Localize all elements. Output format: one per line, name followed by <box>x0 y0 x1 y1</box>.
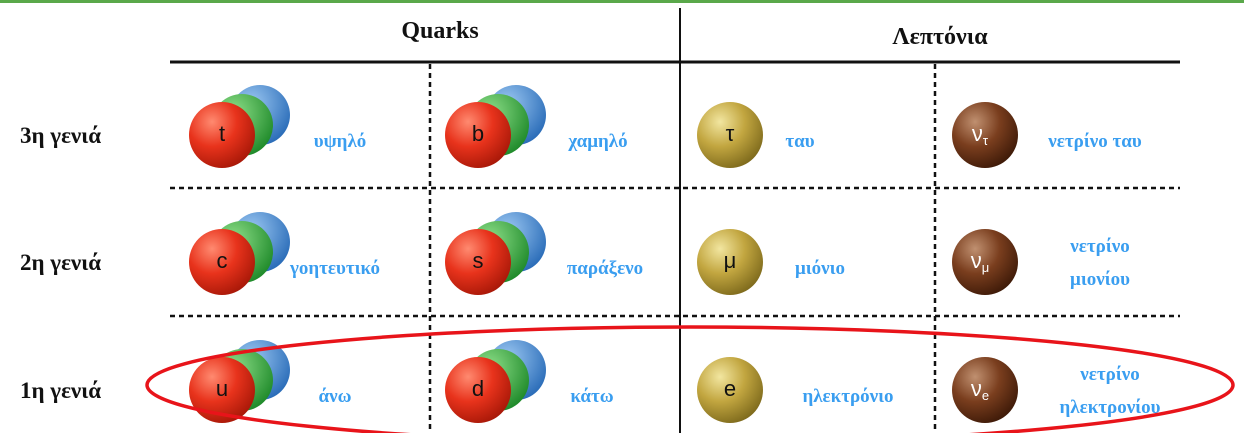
particle-symbol: c <box>217 248 228 273</box>
header: Quarks <box>401 18 478 44</box>
particle-symbol: νe <box>971 376 989 403</box>
particle-symbol: νμ <box>971 248 990 275</box>
symbol: t <box>219 121 225 146</box>
particle-name: χαμηλό <box>567 131 627 152</box>
particle-name: μιονίου <box>1070 269 1130 290</box>
symbol-subscript: e <box>982 388 989 403</box>
particle-symbol: e <box>724 376 736 401</box>
quark-ball <box>445 102 511 168</box>
particle-symbol: t <box>219 121 225 146</box>
symbol: s <box>473 248 484 273</box>
quark-ball <box>189 229 255 295</box>
particle-name: γοητευτικό <box>289 258 380 279</box>
particle-name: μιόνιο <box>795 258 845 279</box>
cells: 3η γενιά t υψηλό b χαμηλό τ ταυ ντ νετρίνο ταυ2η… <box>20 85 1161 423</box>
top-border <box>0 0 1244 3</box>
symbol: τ <box>726 121 735 146</box>
particle-name: υψηλό <box>314 131 367 152</box>
particle-name: ηλεκτρόνιο <box>802 386 893 407</box>
symbol-subscript: τ <box>983 133 989 148</box>
lepton-ball <box>952 229 1018 295</box>
quark-ball <box>189 357 255 423</box>
particle-symbol: u <box>216 376 228 401</box>
particle-symbol: b <box>472 121 484 146</box>
lepton-ball <box>697 229 763 295</box>
quark-ball <box>189 102 255 168</box>
symbol: u <box>216 376 228 401</box>
particle-symbol: τ <box>726 121 735 146</box>
particle-name: ταυ <box>785 131 814 152</box>
particle-name: κάτω <box>570 386 613 407</box>
row-label: 3η γενιά <box>20 123 101 148</box>
particle-name: παράξενο <box>567 258 643 279</box>
lepton-ball <box>952 102 1018 168</box>
quark-ball <box>445 357 511 423</box>
row-label: 2η γενιά <box>20 250 101 275</box>
particle-symbol: s <box>473 248 484 273</box>
lepton-ball <box>952 357 1018 423</box>
particle-symbol: μ <box>724 248 737 273</box>
symbol: c <box>217 248 228 273</box>
symbol: ν <box>972 121 983 146</box>
symbol: e <box>724 376 736 401</box>
row-label: 1η γενιά <box>20 378 101 403</box>
header: Λεπτόνια <box>892 24 988 50</box>
symbol: ν <box>971 376 982 401</box>
symbol: ν <box>971 248 982 273</box>
particle-name: νετρίνο <box>1079 364 1139 385</box>
particle-symbol: ντ <box>972 121 989 148</box>
lepton-ball <box>697 102 763 168</box>
symbol-subscript: μ <box>982 260 990 275</box>
particle-name: ηλεκτρονίου <box>1060 397 1161 418</box>
lepton-ball <box>697 357 763 423</box>
particle-symbol: d <box>472 376 484 401</box>
symbol: b <box>472 121 484 146</box>
symbol: d <box>472 376 484 401</box>
particle-name: άνω <box>319 386 352 407</box>
symbol: μ <box>724 248 737 273</box>
highlight-ellipse <box>145 325 1235 433</box>
particle-name: νετρίνο <box>1069 236 1129 257</box>
quark-ball <box>445 229 511 295</box>
particle-name: νετρίνο ταυ <box>1047 131 1142 152</box>
